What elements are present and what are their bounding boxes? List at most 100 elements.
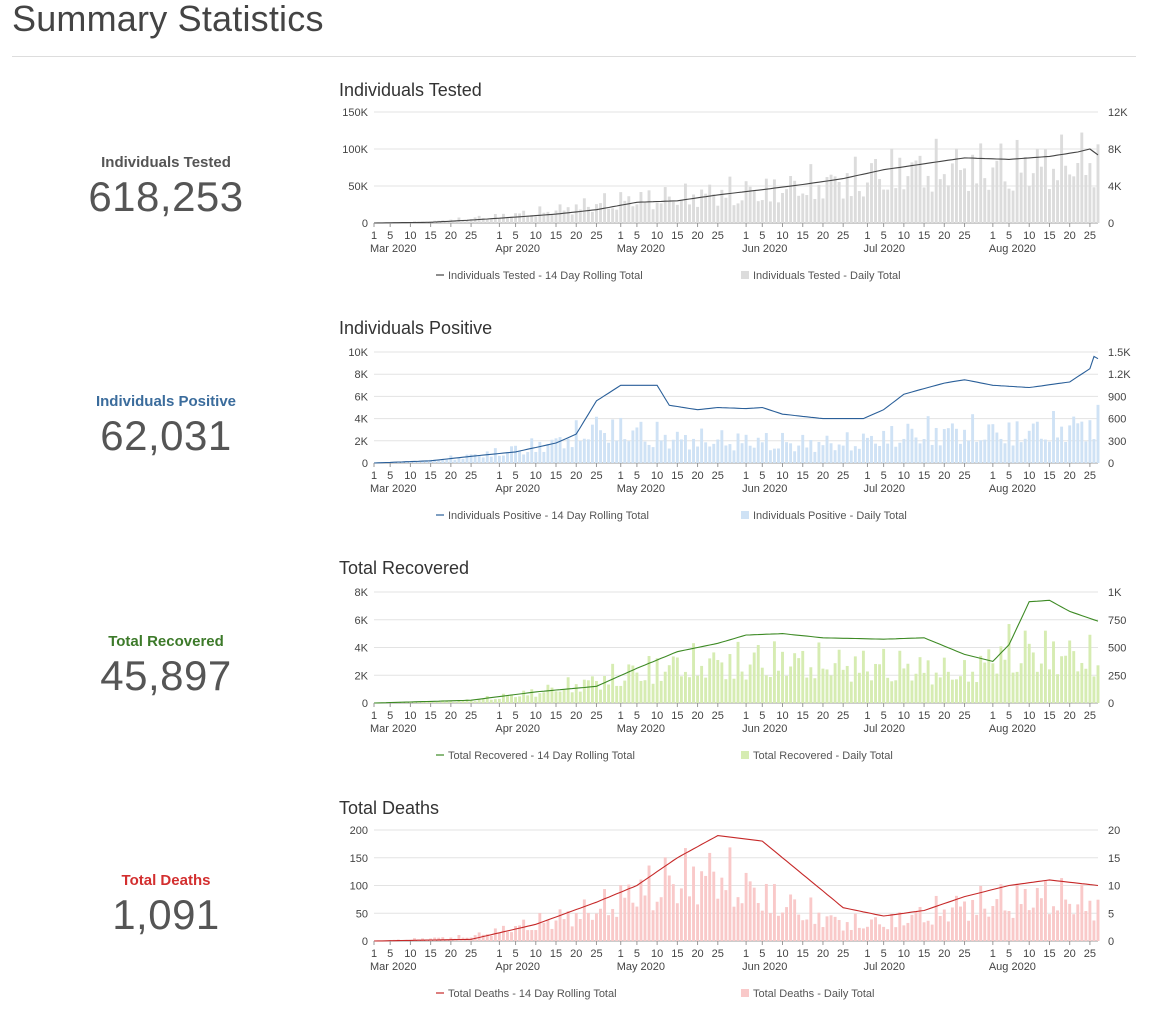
x-tick-day: 5 [513, 948, 519, 960]
daily-bar [651, 209, 655, 223]
daily-bar [562, 448, 566, 463]
x-tick-day: 10 [404, 710, 416, 722]
daily-bar [679, 676, 683, 703]
daily-bar [910, 428, 914, 463]
daily-bar [631, 902, 635, 941]
daily-bar [813, 923, 817, 941]
daily-bar [724, 890, 728, 941]
y-tick-left: 10K [348, 347, 368, 359]
daily-bar [1048, 441, 1051, 463]
daily-bar [874, 159, 877, 223]
x-tick-day: 15 [425, 710, 437, 722]
legend-bar-label[interactable]: Total Recovered - Daily Total [753, 750, 893, 762]
daily-bar [1056, 180, 1060, 223]
daily-bar [793, 899, 797, 941]
daily-bar [1052, 906, 1055, 941]
legend-line-label[interactable]: Total Deaths - 14 Day Rolling Total [448, 988, 617, 1000]
daily-bar [501, 455, 505, 463]
daily-bar [611, 908, 615, 941]
daily-bar [898, 650, 902, 703]
daily-bar [554, 438, 558, 463]
daily-bar [894, 188, 898, 223]
daily-bar [481, 934, 485, 941]
x-tick-month: May 2020 [617, 723, 665, 735]
x-tick-day: 20 [1064, 710, 1076, 722]
daily-bar [712, 871, 716, 941]
daily-bar [999, 143, 1003, 223]
daily-bar [756, 903, 760, 941]
stat-value: 62,031 [100, 412, 232, 459]
daily-bar [1007, 911, 1011, 941]
daily-bar [1064, 655, 1068, 703]
x-tick-day: 25 [958, 470, 970, 482]
daily-bar [671, 884, 675, 941]
x-tick-day: 25 [712, 710, 724, 722]
daily-bar [938, 915, 942, 941]
x-tick-day: 20 [817, 230, 829, 242]
daily-bar [716, 439, 720, 463]
daily-bar [546, 919, 550, 941]
daily-bar [546, 211, 550, 223]
x-tick-day: 1 [496, 470, 502, 482]
daily-bar [845, 922, 849, 941]
x-tick-day: 1 [743, 948, 749, 960]
daily-bar [671, 201, 675, 223]
daily-bar [675, 204, 679, 223]
x-tick-day: 15 [550, 470, 562, 482]
daily-bar [959, 170, 962, 223]
x-tick-day: 20 [817, 948, 829, 960]
stat-label: Total Recovered [108, 633, 224, 650]
legend-line-label[interactable]: Total Recovered - 14 Day Rolling Total [448, 750, 635, 762]
daily-bar [1039, 438, 1043, 463]
daily-bar [696, 446, 700, 463]
daily-bar [987, 424, 991, 463]
daily-bar [586, 680, 590, 703]
daily-bar [639, 680, 643, 703]
x-tick-day: 5 [759, 710, 765, 722]
daily-bar [954, 148, 958, 223]
daily-bar [635, 427, 639, 463]
daily-bar [918, 657, 922, 703]
daily-bar [736, 203, 740, 223]
x-tick-day: 5 [881, 710, 887, 722]
daily-bar [485, 695, 489, 703]
stat-deaths: Total Deaths 1,091 [40, 872, 292, 939]
daily-bar [886, 929, 890, 941]
daily-bar [748, 186, 752, 223]
legend-bar-label[interactable]: Total Deaths - Daily Total [753, 988, 874, 1000]
daily-bar [760, 910, 764, 941]
daily-bar [639, 192, 643, 223]
daily-bar [611, 663, 615, 703]
daily-bar [457, 935, 461, 941]
legend-bar-label[interactable]: Individuals Positive - Daily Total [753, 510, 907, 522]
daily-bar [643, 441, 647, 463]
daily-bar [659, 203, 663, 223]
x-tick-day: 10 [776, 470, 788, 482]
legend-line-label[interactable]: Individuals Tested - 14 Day Rolling Tota… [448, 270, 643, 282]
daily-bar [829, 915, 833, 941]
daily-bar [1027, 643, 1031, 703]
x-tick-day: 10 [898, 948, 910, 960]
rolling-line [373, 148, 1099, 224]
daily-bar [740, 443, 744, 463]
x-tick-day: 20 [938, 470, 950, 482]
daily-bar [1060, 656, 1064, 703]
daily-bar [1027, 910, 1031, 941]
x-tick-month: May 2020 [617, 961, 665, 973]
y-tick-left: 50K [348, 181, 368, 193]
daily-bar [449, 455, 453, 463]
daily-bar [1084, 175, 1088, 223]
daily-bar [934, 427, 938, 463]
daily-bar [1060, 134, 1064, 223]
daily-bar [934, 895, 938, 941]
legend-line-label[interactable]: Individuals Positive - 14 Day Rolling To… [448, 510, 649, 522]
y-tick-left: 6K [355, 615, 369, 627]
legend-bar-label[interactable]: Individuals Tested - Daily Total [753, 270, 901, 282]
daily-bar [514, 445, 518, 463]
daily-bar [546, 443, 550, 463]
daily-bar [696, 904, 700, 941]
daily-bar [882, 926, 886, 941]
daily-bar [542, 451, 546, 463]
daily-bar [1092, 187, 1096, 223]
daily-bar [481, 699, 485, 703]
